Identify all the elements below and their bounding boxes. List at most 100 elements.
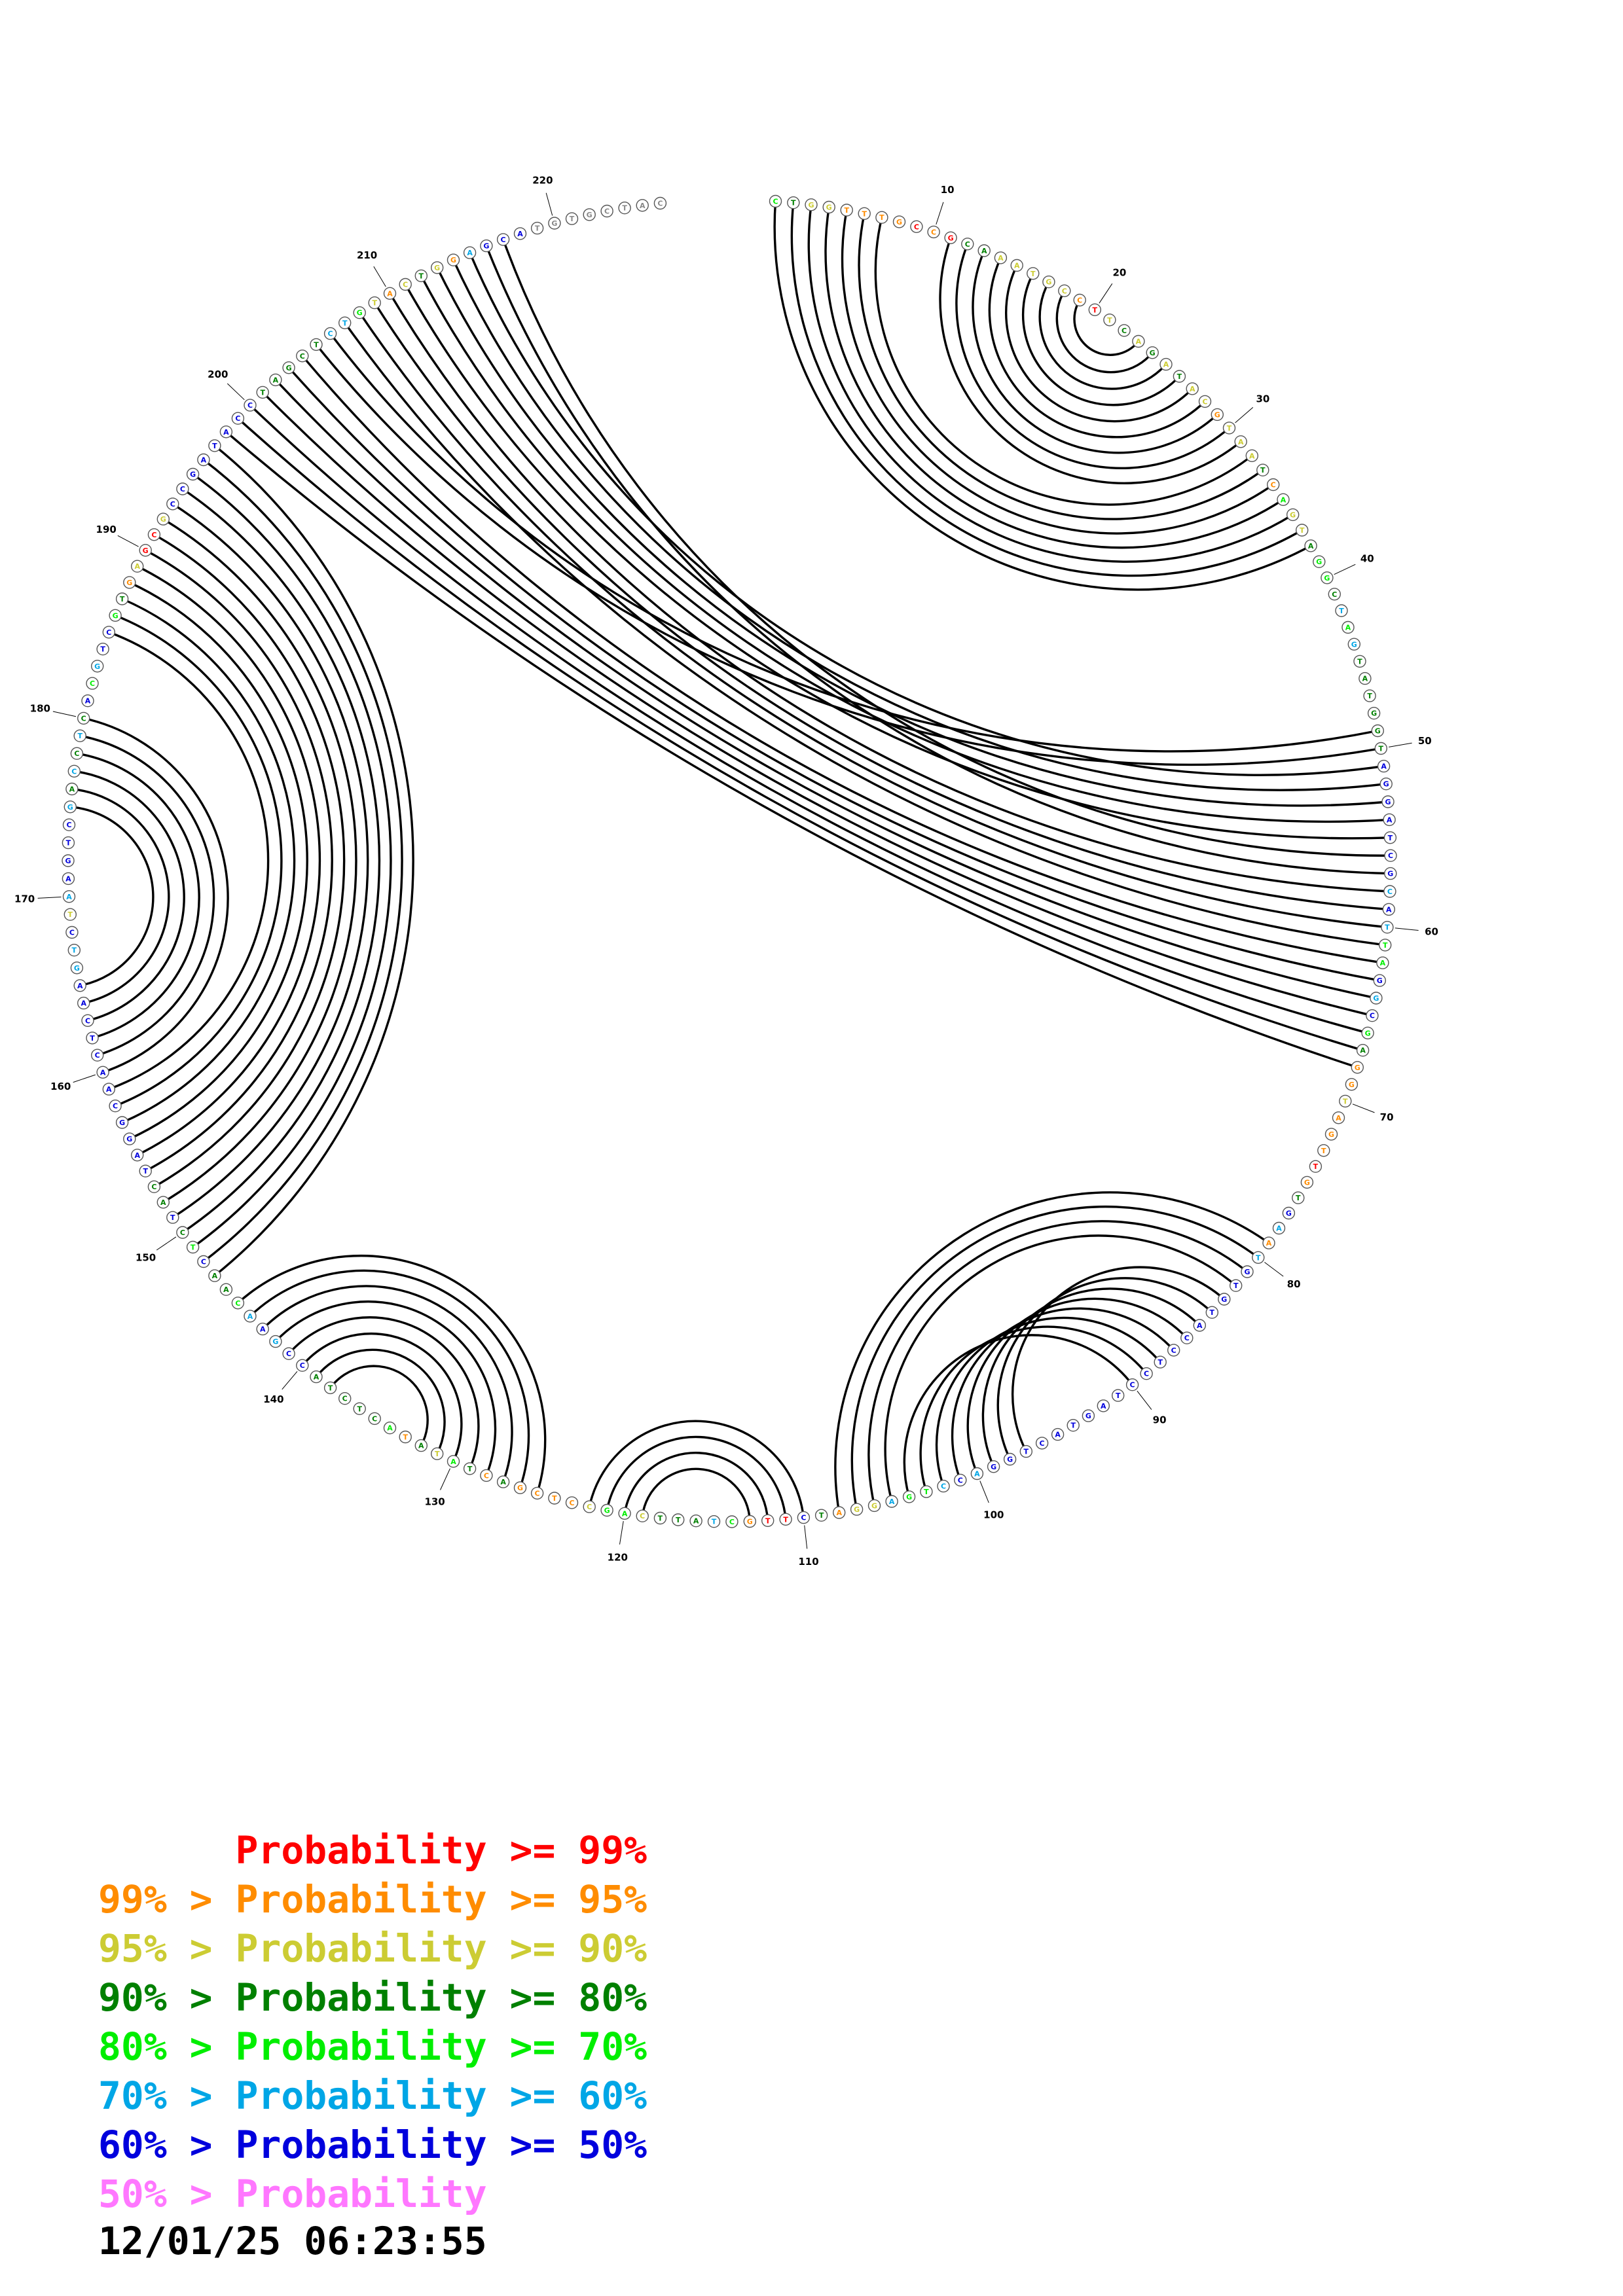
base-node: T xyxy=(73,729,86,742)
base-node: A xyxy=(1159,357,1173,371)
svg-text:G: G xyxy=(1355,1064,1360,1072)
base-node: C xyxy=(197,1255,210,1268)
base-node: T xyxy=(1292,1191,1305,1204)
base-node: T xyxy=(920,1485,933,1498)
base-pair-arc xyxy=(74,770,185,1022)
svg-text:C: C xyxy=(1077,296,1082,305)
base-pair-arc xyxy=(249,1269,530,1488)
base-node: T xyxy=(1363,689,1376,702)
base-pair-arc xyxy=(404,283,1391,840)
svg-text:T: T xyxy=(120,595,125,603)
base-node: G xyxy=(902,1490,916,1503)
svg-text:C: C xyxy=(640,1512,645,1520)
svg-text:C: C xyxy=(300,352,305,361)
svg-text:T: T xyxy=(435,1450,440,1458)
svg-text:C: C xyxy=(106,628,111,637)
svg-text:G: G xyxy=(1007,1456,1013,1464)
base-node: G xyxy=(1351,1061,1364,1074)
svg-text:G: G xyxy=(1373,994,1379,1003)
svg-text:T: T xyxy=(1116,1391,1121,1400)
tick-mark xyxy=(117,535,139,547)
tick-mark xyxy=(619,1521,624,1545)
svg-text:A: A xyxy=(500,1478,506,1486)
svg-text:A: A xyxy=(65,874,71,883)
base-node: T xyxy=(1381,920,1394,934)
svg-text:A: A xyxy=(273,376,279,384)
base-pair-arc xyxy=(315,1348,446,1454)
base-pair-arc xyxy=(301,1332,463,1462)
svg-text:C: C xyxy=(1040,1439,1045,1448)
svg-text:G: G xyxy=(896,218,902,226)
position-label: 20 xyxy=(1112,267,1126,279)
svg-text:T: T xyxy=(1210,1308,1215,1317)
svg-text:C: C xyxy=(604,207,610,216)
base-node: A xyxy=(1377,759,1391,773)
base-node: A xyxy=(636,199,649,212)
base-pair-arc xyxy=(841,209,1274,535)
svg-text:G: G xyxy=(450,256,456,264)
base-node: C xyxy=(1125,1378,1139,1391)
svg-text:A: A xyxy=(1249,452,1255,460)
svg-text:A: A xyxy=(693,1517,699,1526)
base-pair-arc xyxy=(192,473,392,1248)
svg-text:T: T xyxy=(1177,372,1182,381)
svg-text:C: C xyxy=(1370,1012,1375,1020)
base-node: C xyxy=(176,1226,189,1239)
base-node: G xyxy=(1300,1175,1314,1189)
svg-text:G: G xyxy=(517,1484,523,1492)
base-node: C xyxy=(244,399,257,412)
svg-text:G: G xyxy=(1328,1130,1334,1139)
base-node: G xyxy=(123,576,136,589)
base-node: C xyxy=(530,1486,544,1500)
base-node: G xyxy=(1361,1026,1374,1040)
base-node: C xyxy=(480,1469,493,1482)
base-node: G xyxy=(62,854,75,867)
base-node: T xyxy=(840,204,853,217)
base-node: G xyxy=(743,1515,757,1528)
base-node: T xyxy=(1088,303,1102,316)
svg-text:C: C xyxy=(958,1476,963,1484)
svg-text:G: G xyxy=(854,1505,860,1514)
svg-text:A: A xyxy=(1386,905,1392,914)
position-label: 170 xyxy=(14,893,35,905)
base-node: T xyxy=(707,1515,721,1528)
svg-text:C: C xyxy=(235,1299,240,1308)
base-node: T xyxy=(653,1511,667,1525)
tick-mark xyxy=(936,202,944,225)
base-node: G xyxy=(1371,724,1385,738)
base-node: G xyxy=(90,660,104,673)
base-node: T xyxy=(761,1514,775,1528)
base-node: C xyxy=(1058,284,1071,297)
base-node: A xyxy=(1262,1236,1275,1249)
base-node: T xyxy=(431,1447,444,1460)
base-node: G xyxy=(1373,974,1387,987)
base-node: C xyxy=(927,225,940,239)
base-node: G xyxy=(1367,706,1381,720)
base-pair-arc xyxy=(329,332,1378,753)
base-pair-arc xyxy=(773,201,1311,591)
svg-text:C: C xyxy=(941,1482,946,1491)
base-node: A xyxy=(62,872,75,886)
base-node: A xyxy=(1376,956,1389,969)
svg-text:A: A xyxy=(981,247,987,255)
svg-text:C: C xyxy=(1062,287,1067,295)
base-node: T xyxy=(186,1240,200,1254)
svg-text:A: A xyxy=(212,1272,218,1280)
svg-text:G: G xyxy=(1214,410,1220,419)
base-node: G xyxy=(186,467,200,481)
svg-text:C: C xyxy=(657,200,663,208)
base-node: C xyxy=(1167,1344,1180,1357)
tick-mark xyxy=(1235,407,1254,423)
svg-text:C: C xyxy=(90,679,95,688)
base-node: A xyxy=(208,1269,221,1282)
base-pair-arc xyxy=(850,1205,1259,1510)
base-node: T xyxy=(1222,422,1236,435)
base-node: G xyxy=(867,1499,881,1513)
base-node: A xyxy=(269,373,282,387)
position-label: 10 xyxy=(941,184,955,196)
svg-text:C: C xyxy=(170,500,175,509)
svg-text:T: T xyxy=(1367,692,1372,700)
svg-text:C: C xyxy=(1171,1346,1176,1355)
base-node: G xyxy=(353,306,366,319)
base-pair-arc xyxy=(237,417,1364,1052)
